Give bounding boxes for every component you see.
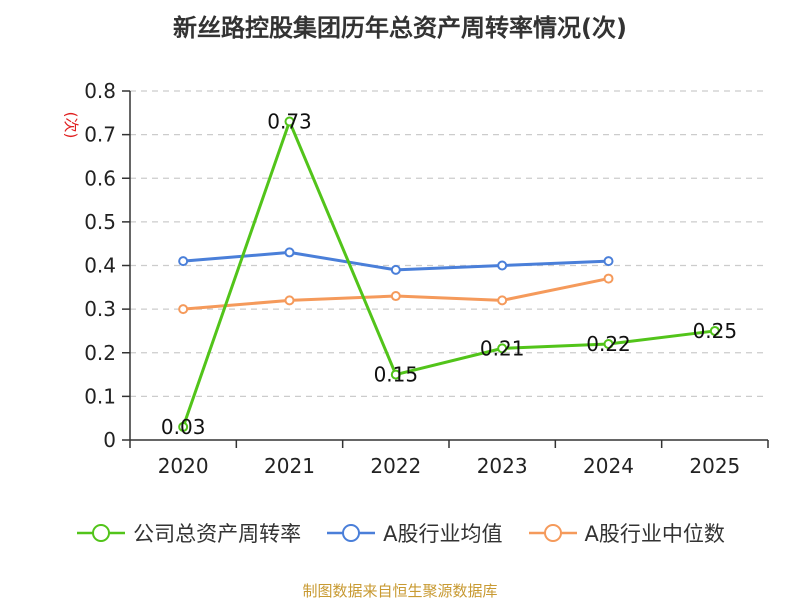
y-tick-label: 0: [103, 428, 116, 452]
series-point-0: [709, 325, 720, 336]
legend-label-industry-median: A股行业中位数: [584, 522, 725, 546]
series-point-2: [497, 295, 508, 306]
x-tick-label: 2022: [370, 454, 421, 478]
y-tick-label: 0.1: [84, 384, 116, 408]
y-tick-label: 0.8: [84, 79, 116, 103]
data-label: 0.22: [586, 332, 631, 356]
y-tick-label: 0.5: [84, 210, 116, 234]
series-point-2: [390, 291, 401, 302]
source-note: 制图数据来自恒生聚源数据库: [302, 582, 498, 600]
legend: 公司总资产周转率 A股行业均值 A股行业中位数: [0, 518, 800, 548]
data-labels: 0.03 0.73 0.15 0.21 0.22 0.25: [161, 110, 737, 439]
y-axis-label: (次): [62, 112, 80, 139]
legend-item-industry-mean[interactable]: A股行业均值: [325, 518, 503, 548]
y-tick-label: 0.6: [84, 166, 116, 190]
series-line-0: [181, 120, 716, 428]
data-label: 0.03: [161, 415, 206, 439]
data-label: 0.15: [374, 363, 419, 387]
axes: 0 0.1 0.2 0.3 0.4 0.5 0.6 0.7 0.8 2020 2021 2022 202…: [84, 79, 769, 478]
legend-label-industry-mean: A股行业均值: [383, 522, 503, 546]
legend-marker-blue-icon: [327, 524, 376, 542]
series-point-0: [497, 343, 508, 354]
data-label: 0.73: [267, 110, 312, 134]
legend-item-industry-median[interactable]: A股行业中位数: [527, 518, 725, 548]
series-point-0: [284, 116, 295, 127]
data-label: 0.21: [480, 336, 525, 360]
series-point-1: [390, 264, 401, 275]
grid-lines: [130, 90, 768, 397]
legend-label-company: 公司总资产周转率: [133, 522, 302, 546]
x-tick-label: 2020: [158, 454, 209, 478]
series-lines: [178, 116, 720, 432]
series-point-0: [390, 369, 401, 380]
series-point-2: [178, 304, 189, 315]
y-tick-label: 0.4: [84, 254, 116, 278]
chart-title: 新丝路控股集团历年总资产周转率情况(次): [173, 14, 627, 42]
series-point-1: [603, 256, 614, 267]
x-tick-label: 2021: [264, 454, 315, 478]
x-tick-label: 2023: [477, 454, 528, 478]
legend-item-company[interactable]: 公司总资产周转率: [75, 518, 301, 548]
y-tick-label: 0.2: [84, 341, 116, 365]
y-tick-label: 0.7: [84, 123, 116, 147]
y-tick-label: 0.3: [84, 297, 116, 321]
legend-marker-green-icon: [77, 524, 126, 542]
data-label: 0.25: [693, 319, 738, 343]
x-tick-label: 2024: [583, 454, 634, 478]
series-point-1: [497, 260, 508, 271]
x-tick-label: 2025: [689, 454, 740, 478]
series-point-2: [603, 273, 614, 284]
legend-marker-orange-icon: [528, 524, 577, 542]
series-point-1: [284, 247, 295, 258]
series-point-1: [178, 256, 189, 267]
series-point-0: [603, 339, 614, 350]
series-point-2: [284, 295, 295, 306]
series-point-0: [178, 421, 189, 432]
